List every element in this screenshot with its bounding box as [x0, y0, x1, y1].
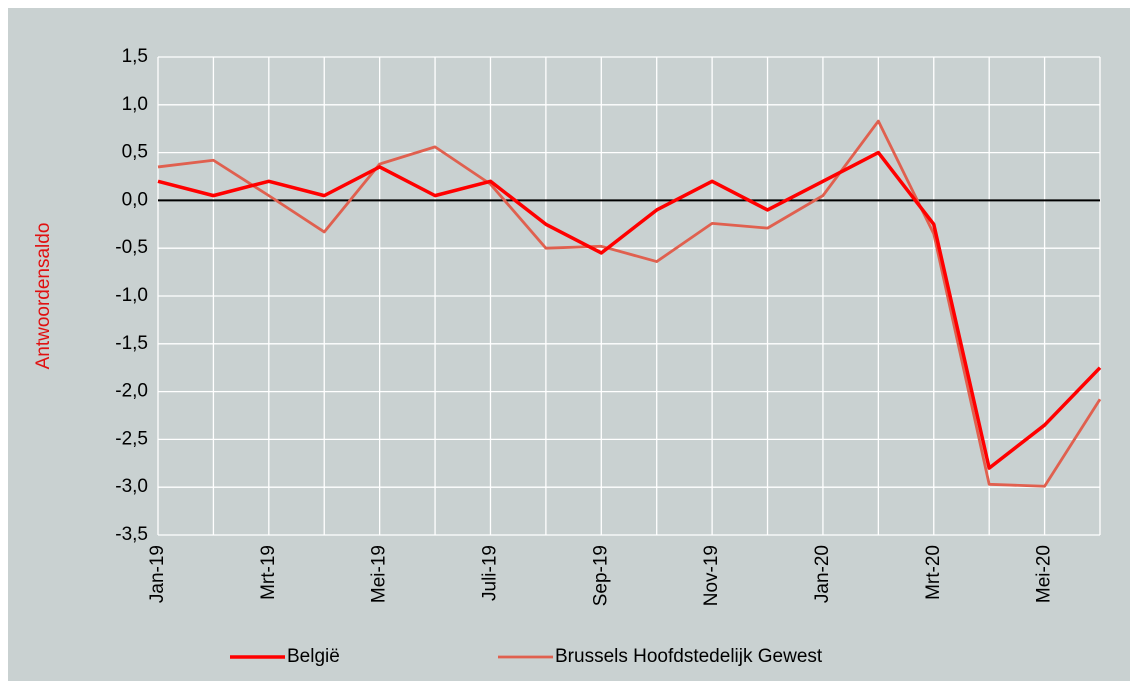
y-tick-label: -2,5 [115, 428, 148, 449]
x-tick-label: Jan-19 [147, 545, 168, 603]
x-tick-label: Mrt-19 [258, 545, 279, 600]
y-axis-label: Antwoordensaldo [33, 223, 54, 370]
y-tick-label: -2,0 [115, 381, 148, 402]
x-tick-label: Sep-19 [590, 545, 611, 606]
x-tick-label: Mrt-20 [923, 545, 944, 600]
series-line [157, 119, 1102, 488]
y-tick-label: -0,5 [115, 237, 148, 258]
x-tick-label: Mei-19 [369, 545, 390, 603]
x-tick-label: Mei-20 [1034, 545, 1055, 603]
y-tick-label: -1,0 [115, 285, 148, 306]
legend-label: België [287, 646, 340, 667]
x-tick-label: Juli-19 [479, 545, 500, 601]
y-tick-label: 0,5 [122, 142, 148, 163]
y-tick-label: 0,0 [122, 189, 148, 210]
x-tick-label: Jan-20 [812, 545, 833, 603]
series-line [157, 150, 1102, 470]
y-tick-label: 1,5 [122, 46, 148, 67]
y-tick-label: -1,5 [115, 333, 148, 354]
y-tick-label: 1,0 [122, 94, 148, 115]
legend-label: Brussels Hoofdstedelijk Gewest [555, 646, 823, 667]
chart-background [8, 8, 1130, 681]
x-tick-label: Nov-19 [701, 545, 722, 606]
y-tick-label: -3,5 [115, 524, 148, 545]
y-tick-label: -3,0 [115, 476, 148, 497]
